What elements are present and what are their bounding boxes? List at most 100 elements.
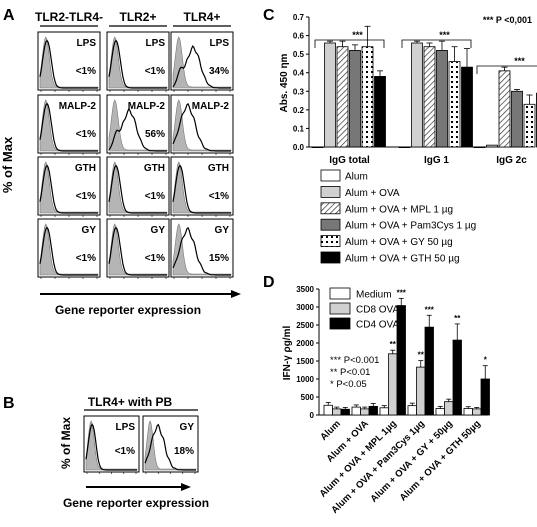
d-star-label: ** — [418, 351, 425, 360]
d-bar — [463, 408, 473, 416]
d-legend-swatch — [329, 302, 351, 315]
histogram-sample-line — [108, 39, 167, 89]
panel-letter-b: B — [3, 395, 15, 412]
d-y-tick-label: 3500 — [296, 285, 314, 294]
c-bar — [473, 146, 486, 149]
d-legend-label: CD8 OVA — [356, 305, 399, 316]
c-bar — [436, 50, 448, 148]
stimulus-label: GTH — [208, 163, 229, 174]
histogram-cell: GY 18% — [142, 415, 199, 474]
stimulus-label: LPS — [77, 38, 97, 49]
d-bar — [388, 353, 398, 416]
c-legend-label: Alum + OVA + MPL 1 µg — [345, 204, 453, 215]
histogram-sample-line — [172, 102, 231, 152]
histogram-negative-fill — [108, 99, 168, 152]
c-bar — [311, 146, 324, 149]
c-legend-swatch — [320, 169, 341, 182]
histogram-sample-line — [172, 164, 231, 214]
histogram-sample-line — [108, 226, 167, 276]
panel-b: B TLR4+ with PB LPS <1% GY 18% % of Max Gen… — [3, 395, 209, 510]
c-bar — [423, 46, 436, 148]
c-bar — [523, 103, 536, 148]
d-star-label: *** — [397, 288, 407, 297]
d-bar — [340, 408, 350, 416]
panel-c-annotation: *** P <0,001 — [483, 15, 532, 25]
c-category-label: IgG 2c — [496, 155, 527, 166]
c-y-tick-label: 0.0 — [293, 143, 305, 152]
percent-label: <1% — [76, 66, 96, 77]
histogram-sample-line — [108, 164, 167, 214]
histogram-negative-fill — [144, 420, 197, 471]
d-bar — [379, 407, 389, 416]
c-bar — [361, 46, 374, 148]
c-legend-label: Alum + OVA — [345, 188, 400, 199]
percent-label: 34% — [209, 66, 229, 77]
c-bar — [349, 50, 361, 148]
panel-c: C Abs. 450 ηm *** P <0,001 0.0 0.1 0.2 0.3 0… — [263, 7, 537, 265]
c-bar — [398, 146, 411, 149]
panel-b-ylabel: % of Max — [59, 417, 73, 469]
c-legend-swatch — [320, 251, 341, 264]
panel-a-arrow-head — [231, 290, 241, 298]
percent-label: <1% — [76, 253, 96, 264]
stimulus-label: GY — [82, 225, 97, 236]
histogram-sample-line — [39, 102, 98, 152]
histogram-negative-fill — [172, 223, 232, 276]
percent-label: <1% — [145, 253, 165, 264]
histogram-cell: LPS <1% — [83, 415, 140, 474]
percent-label: <1% — [209, 191, 229, 202]
d-y-tick-label: 2000 — [296, 339, 314, 348]
d-bar — [472, 408, 482, 416]
c-y-tick-label: 0.2 — [293, 106, 305, 115]
d-y-tick-label: 2500 — [296, 321, 314, 330]
histogram-sample-line — [172, 226, 231, 276]
d-y-tick-label: 3000 — [296, 303, 314, 312]
percent-label: <1% — [115, 446, 135, 457]
c-y-tick-label: 0.6 — [293, 32, 305, 41]
c-bar — [486, 144, 498, 148]
histogram-cell: MALP-2 <1% — [37, 94, 101, 155]
percent-label: <1% — [145, 191, 165, 202]
percent-label: <1% — [76, 129, 96, 140]
d-pvalue-label: *** P<0.001 — [330, 355, 379, 366]
d-category-label: Alum — [318, 418, 343, 443]
histogram-sample-line — [172, 45, 231, 89]
c-y-tick-label: 0.4 — [293, 69, 305, 78]
d-y-tick-label: 1500 — [296, 357, 314, 366]
c-significance-bracket — [401, 39, 472, 48]
c-bar — [511, 90, 523, 148]
percent-label: 18% — [174, 446, 194, 457]
histogram-cell: LPS <1% — [37, 31, 101, 92]
histogram-negative-fill — [172, 36, 232, 89]
d-y-tick-label: 500 — [301, 393, 315, 402]
c-bar — [461, 66, 473, 148]
c-category-label: IgG 1 — [424, 155, 449, 166]
c-legend-label: Alum + OVA + GY 50 µg — [345, 237, 453, 248]
d-star-label: ** — [454, 314, 461, 323]
panel-b-arrow-head — [181, 483, 191, 491]
d-legend-label: Medium — [356, 290, 392, 301]
c-y-tick-label: 0.1 — [293, 124, 305, 133]
d-pvalue-label: * P<0.05 — [330, 379, 367, 390]
d-star-label: *** — [425, 305, 435, 314]
c-bar — [374, 76, 386, 148]
c-y-tick-label: 0.5 — [293, 50, 305, 59]
d-legend-label: CD4 OVA — [356, 320, 399, 331]
histogram-cell: LPS 34% — [170, 31, 234, 92]
panel-b-xlabel: Gene reporter expression — [63, 496, 209, 510]
histogram-sample-line — [108, 108, 167, 152]
stimulus-label: MALP-2 — [128, 101, 166, 112]
panel-letter-a: A — [3, 7, 15, 24]
c-legend-swatch — [320, 202, 341, 215]
stimulus-label: LPS — [146, 38, 166, 49]
d-bar — [444, 401, 454, 416]
panel-letter-c: C — [263, 7, 275, 24]
d-legend-swatch — [329, 287, 351, 300]
histogram-cell: GTH <1% — [106, 156, 170, 217]
d-bar — [332, 408, 342, 416]
d-pvalue-label: ** P<0.01 — [330, 367, 370, 378]
d-bar — [452, 339, 462, 416]
histogram-cell: LPS <1% — [106, 31, 170, 92]
c-category-label: IgG total — [329, 155, 370, 166]
histogram-sample-line — [85, 423, 137, 471]
